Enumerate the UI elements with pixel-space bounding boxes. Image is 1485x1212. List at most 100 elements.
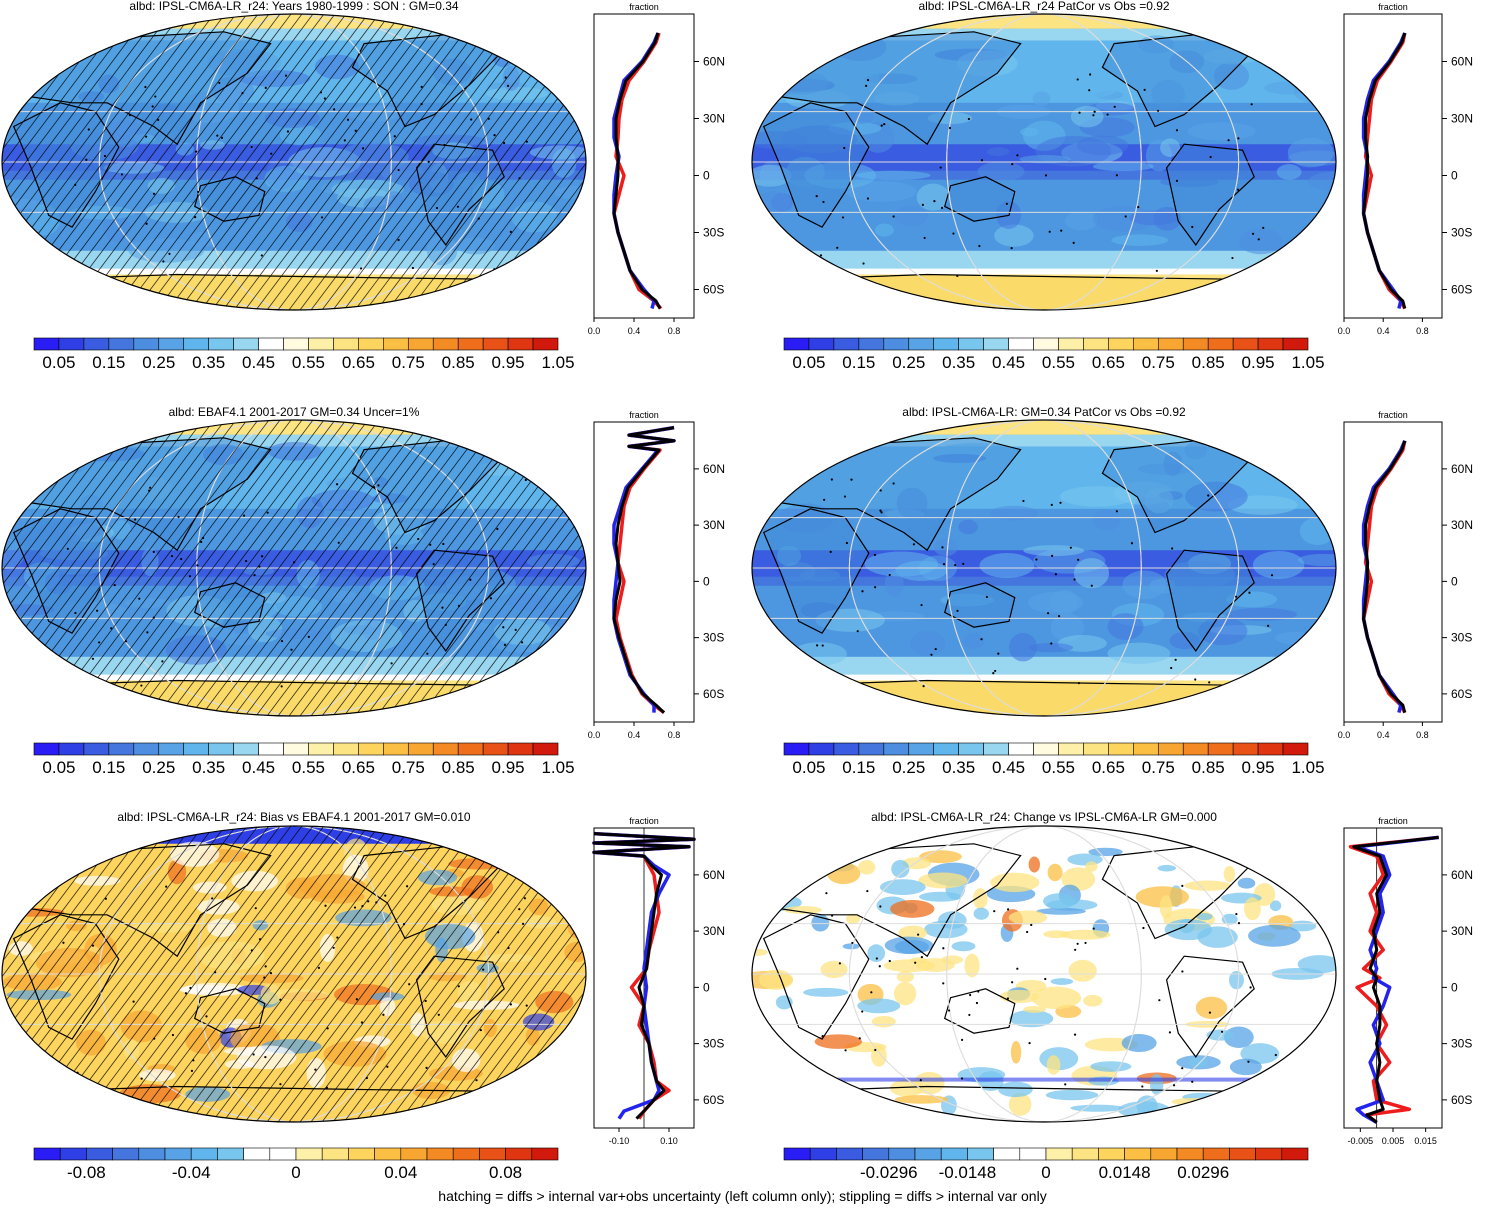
stipple-dot — [96, 609, 99, 612]
albedo-blob — [548, 31, 586, 63]
colorbar-tick-label: 0 — [1041, 1163, 1050, 1182]
stipple-dot — [825, 892, 828, 895]
stipple-dot — [270, 152, 273, 155]
colorbar-tick-label: 0.05 — [42, 353, 75, 372]
stipple-dot — [1074, 948, 1077, 951]
bias-blob — [335, 909, 392, 927]
hatch-line — [299, 826, 523, 1122]
stipple-dot — [1171, 547, 1174, 550]
change-blob — [1245, 846, 1265, 857]
continent-south-america — [1165, 955, 1255, 1058]
stipple-dot — [878, 965, 881, 968]
hatch-line — [2, 826, 171, 1122]
bias-blob — [120, 1010, 163, 1043]
stipple-dot — [821, 1034, 824, 1038]
colorbar-swatch — [1045, 1147, 1073, 1161]
stipple-dot — [211, 897, 214, 900]
colorbar-swatch — [1207, 337, 1234, 351]
panel-2: albd: IPSL-CM6A-LR_r24 PatCor vs Obs =0.… — [751, 0, 1473, 372]
colorbar-swatch — [112, 1147, 140, 1161]
stipple-dot — [1113, 105, 1116, 108]
change-blob — [998, 1081, 1033, 1098]
lat-tick-label: 60N — [1451, 55, 1473, 69]
colorbar-swatch — [783, 337, 810, 351]
colorbar-swatch — [400, 1147, 428, 1161]
hatch-line — [453, 420, 586, 716]
hatch-line — [2, 826, 116, 1122]
profile-line-black — [1352, 835, 1439, 1124]
stipple-dot — [888, 573, 891, 577]
change-blob — [1295, 1061, 1309, 1077]
stipple-dot — [994, 669, 997, 673]
stipple-dot — [280, 639, 284, 643]
albedo-blob — [756, 190, 791, 216]
colorbar-swatch — [333, 742, 359, 756]
x-tick-label: 0.4 — [628, 326, 641, 336]
colorbar-tick-label: 0.08 — [489, 1163, 522, 1182]
colorbar-swatch — [940, 1147, 968, 1161]
hatch-line — [134, 420, 358, 716]
stipple-dot — [1194, 678, 1197, 681]
hatch-line — [255, 420, 479, 716]
albedo-blob — [242, 566, 275, 576]
continent-africa — [12, 508, 120, 634]
stipple-dot — [293, 561, 296, 564]
stipple-dot — [851, 941, 854, 945]
stipple-dot — [290, 648, 293, 651]
hatch-line — [321, 14, 545, 310]
hatch-line — [46, 14, 270, 310]
stipple-dot — [325, 1086, 328, 1089]
stipple-dot — [880, 511, 883, 514]
stipple-dot — [819, 254, 823, 257]
stipple-dot — [157, 118, 160, 122]
stipple-dot — [866, 78, 870, 82]
colorbar-swatch — [808, 742, 835, 756]
hatch-line — [233, 14, 457, 310]
stipple-dot — [477, 217, 480, 220]
bias-blob — [169, 841, 220, 867]
profile-label: fraction — [629, 816, 659, 826]
profile-frame — [1343, 13, 1443, 319]
stipple-dot — [1174, 658, 1177, 661]
colorbar-swatch — [1019, 1147, 1047, 1161]
colorbar-tick-label: 0.85 — [442, 353, 475, 372]
colorbar-swatch — [432, 742, 459, 756]
hatch-line — [2, 420, 182, 716]
change-blob — [883, 959, 936, 973]
stipple-dot — [365, 1076, 368, 1080]
x-tick-label: 0.8 — [1416, 326, 1429, 336]
stipple-dot — [1016, 967, 1019, 970]
change-blob — [1184, 880, 1232, 891]
lat-band — [752, 434, 1336, 447]
stipple-dot — [192, 1059, 195, 1062]
stippling — [74, 74, 528, 271]
stipple-dot — [393, 135, 396, 138]
stipple-dot — [201, 536, 205, 540]
change-blob — [871, 1015, 896, 1028]
stipple-dot — [1060, 229, 1063, 232]
stipple-dot — [1054, 573, 1057, 576]
colorbar-swatch — [33, 742, 60, 756]
stipple-dot — [424, 999, 427, 1003]
stipple-dot — [1271, 277, 1274, 281]
albedo-blob — [348, 105, 402, 122]
stipple-dot — [856, 630, 859, 633]
stipple-dot — [1084, 941, 1087, 945]
albedo-blob — [507, 592, 550, 611]
change-blob — [941, 955, 963, 965]
albedo-blob — [1289, 447, 1336, 459]
colorbar-tick-label: 1.05 — [1291, 758, 1324, 777]
continent-antarctica — [763, 679, 1325, 716]
hatch-line — [145, 14, 369, 310]
map-title: albd: IPSL-CM6A-LR_r24: Change vs IPSL-C… — [871, 810, 1217, 824]
colorbar-swatch — [1083, 742, 1109, 756]
stipple-dot — [1181, 884, 1184, 887]
colorbar-swatch — [1232, 337, 1259, 351]
colorbar-swatch — [58, 742, 85, 756]
x-tick-label: 0.0 — [1338, 730, 1351, 740]
stipple-dot — [509, 230, 512, 233]
change-blob — [820, 960, 848, 979]
colorbar-tick-label: 0.95 — [1242, 758, 1275, 777]
hatch-line — [244, 14, 468, 310]
stipple-dot — [1143, 88, 1146, 91]
